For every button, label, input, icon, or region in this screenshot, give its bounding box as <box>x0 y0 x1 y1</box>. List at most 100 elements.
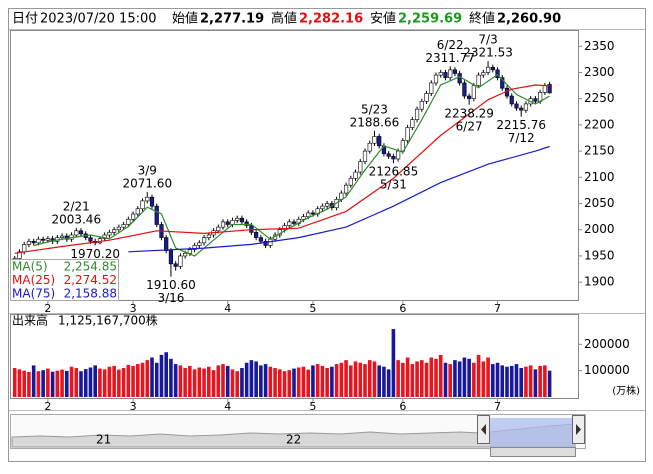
candle-body <box>78 230 84 235</box>
annotation-date: 6/27 <box>456 119 483 133</box>
x-tick-label: 7 <box>494 302 501 315</box>
x-tick-label: 4 <box>224 400 231 413</box>
candle-body <box>26 240 32 245</box>
y-tick-label: 1950 <box>584 248 615 262</box>
date-label: 日付 <box>12 12 38 27</box>
volume-bar <box>391 329 396 397</box>
volume-bar <box>349 365 353 397</box>
volume-bar <box>27 371 31 397</box>
volume-bar <box>263 364 268 397</box>
volume-bar <box>543 365 547 397</box>
open: 2,277.19 <box>200 12 264 27</box>
volume-bar <box>150 357 154 397</box>
y-tick-label: 1900 <box>584 275 615 289</box>
y-tick-label: 200000 <box>584 337 630 351</box>
volume-bar <box>519 368 523 397</box>
volume-bar <box>505 366 509 397</box>
volume-bar <box>472 362 476 397</box>
volume-bar <box>415 361 419 397</box>
volume-bar <box>159 354 164 397</box>
candle-body <box>263 240 268 246</box>
volume-bar <box>396 360 400 397</box>
candle-body <box>419 101 424 110</box>
date: 2023/07/20 15:00 <box>40 12 157 27</box>
volume-bar <box>528 365 533 397</box>
volume-bar <box>46 368 50 397</box>
volume-bar <box>405 357 410 397</box>
x-tick-label: 5 <box>309 400 316 413</box>
candle-body <box>230 220 235 225</box>
close-label: 終値 <box>469 11 495 27</box>
volume-bar <box>221 364 225 397</box>
annotation-date: 5/31 <box>380 178 407 192</box>
candle-body <box>405 127 410 141</box>
volume-bar <box>287 370 292 397</box>
candle-body <box>457 73 462 84</box>
volume-bar <box>178 365 183 397</box>
candle-body <box>107 232 112 236</box>
candle-body <box>187 249 192 254</box>
x-tick-label: 3 <box>130 400 137 413</box>
candle-body <box>386 153 391 157</box>
candle-body <box>149 196 155 207</box>
volume-bar <box>60 369 64 397</box>
volume-bar <box>136 364 140 397</box>
volume-bar <box>372 361 377 397</box>
handle-arrow <box>576 424 581 435</box>
x-tick-label: 3 <box>130 302 137 315</box>
candle-body <box>533 98 538 102</box>
y-tick-label: 2300 <box>584 65 615 79</box>
volume-bar <box>102 369 107 397</box>
candle-body <box>391 156 396 160</box>
candle-body <box>514 103 519 109</box>
legend-value: 2,274.52 <box>64 273 117 287</box>
candle-body <box>310 212 316 215</box>
legend-value: 2,254.85 <box>64 260 117 274</box>
candle-body <box>429 82 434 94</box>
volume-bar <box>117 369 121 397</box>
x-tick-label: 2 <box>44 400 51 413</box>
y-tick-label: 2000 <box>584 222 615 236</box>
volume-bar <box>145 360 150 397</box>
ma-line <box>14 84 550 254</box>
candle-body <box>291 221 297 224</box>
volume-bar <box>207 366 211 397</box>
volume-bar <box>330 366 334 397</box>
volume-bar <box>83 369 88 397</box>
candle-body <box>481 72 486 76</box>
volume-bar <box>353 361 358 397</box>
volume-bar <box>481 361 486 397</box>
legend-name: MA(5) <box>12 260 48 274</box>
volume-bar <box>462 357 467 397</box>
high: 2,282.16 <box>299 12 363 27</box>
candle-body <box>36 238 41 244</box>
volume-bar <box>249 360 254 397</box>
volume-title: 出来高 <box>12 313 48 328</box>
volume-bar <box>367 360 372 397</box>
volume-bar <box>268 366 273 397</box>
volume-bar <box>363 364 367 397</box>
y-tick-label: 2100 <box>584 170 615 184</box>
volume-bar <box>296 367 301 397</box>
x-tick-label: 6 <box>399 302 406 315</box>
candle-body <box>523 103 529 111</box>
candle-body <box>372 136 377 144</box>
volume-total: 1,125,167,700株 <box>58 313 158 328</box>
volume-bar <box>235 371 239 397</box>
candle-body <box>414 108 420 120</box>
volume-bar <box>500 365 505 397</box>
candle-body <box>192 245 197 250</box>
candle-body <box>154 205 159 225</box>
candle-body <box>168 250 174 265</box>
candle-body <box>542 85 547 93</box>
x-tick-label: 5 <box>309 302 316 315</box>
volume-bar <box>74 368 79 397</box>
candle-body <box>135 208 140 215</box>
volume-bar <box>98 368 102 397</box>
volume-bar <box>240 368 244 397</box>
volume-bar <box>524 366 528 397</box>
navigator-window[interactable] <box>490 418 575 447</box>
scrollbar[interactable] <box>490 447 576 457</box>
candle-body <box>197 242 202 246</box>
